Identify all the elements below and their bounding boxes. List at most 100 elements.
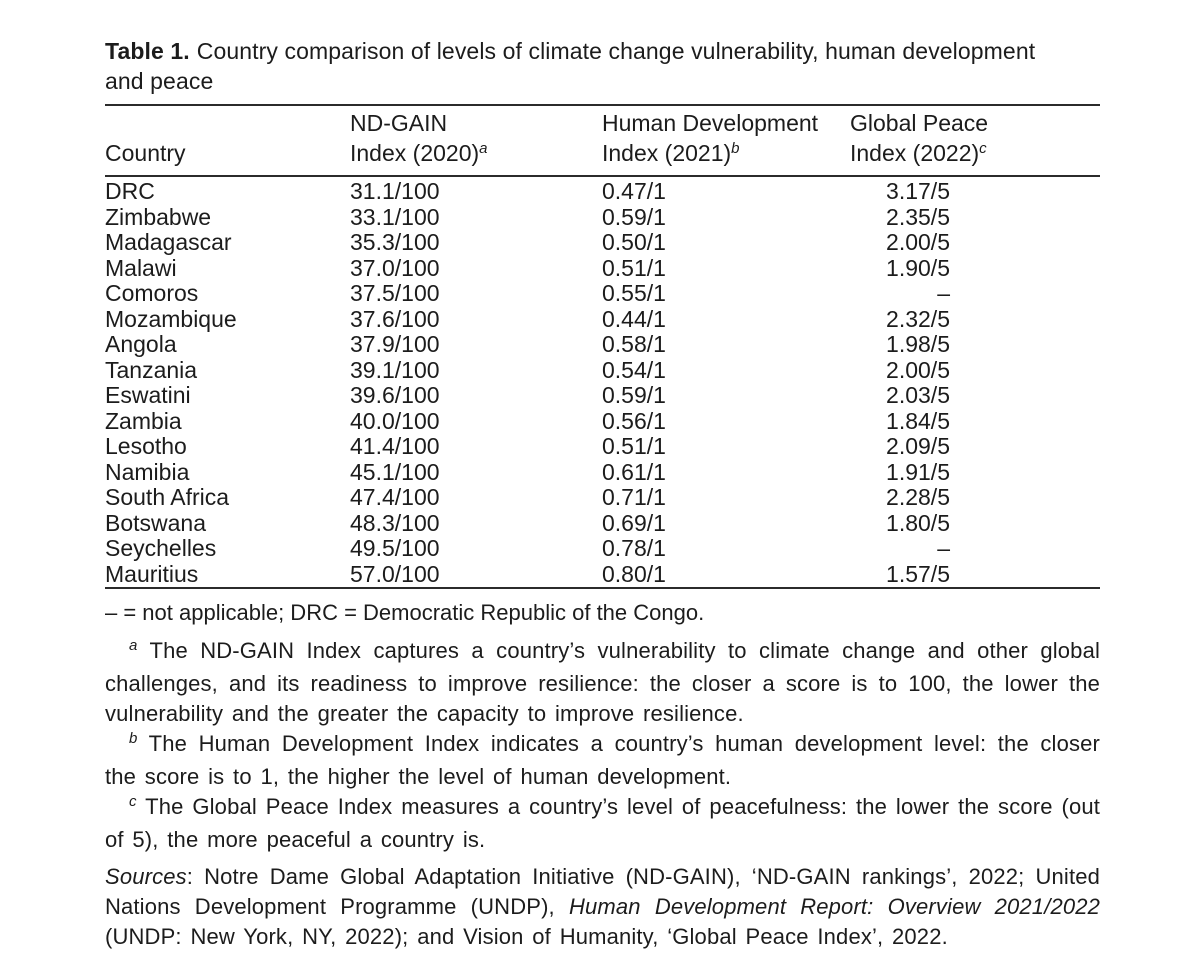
text-run: (UNDP: New York, NY, 2022); and Vision o…	[105, 924, 948, 949]
cell-ndgain: 57.0/100	[350, 560, 440, 587]
cell-ndgain: 39.1/100	[350, 356, 440, 383]
header-row: Country ND-GAIN Index (2020)a Human Deve…	[105, 105, 1100, 177]
cell-country: Zimbabwe	[105, 203, 212, 230]
header-line2: Index (2021)b	[602, 138, 850, 172]
cell-ndgain: 37.6/100	[350, 305, 440, 332]
cell-gpi: 2.00/5	[850, 356, 1100, 384]
cell-country: DRC	[105, 178, 155, 204]
cell-country: South Africa	[105, 484, 230, 510]
footnotes: a The ND-GAIN Index captures a country’s…	[105, 636, 1100, 855]
text-run: : Notre Dame Global Adaptation Initiativ…	[105, 864, 1100, 919]
cell-hdi: 0.44/1	[602, 305, 666, 332]
cell-country: Malawi	[105, 254, 177, 281]
gpi-value: 3.17/5	[886, 178, 950, 204]
cell-gpi: –	[850, 535, 1100, 562]
column-header-hdi: Human Development Index (2021)b	[602, 105, 850, 177]
cell-country: Mauritius	[105, 560, 199, 587]
cell-gpi: 1.91/5	[850, 458, 1100, 486]
table-row: Mozambique 37.6/100 0.44/1 2.32/5	[105, 305, 1100, 333]
cell-gpi: 1.98/5	[850, 331, 1100, 358]
gpi-value: 2.00/5	[886, 356, 950, 383]
cell-gpi: 2.35/5	[850, 204, 1100, 231]
gpi-value: 1.57/5	[886, 560, 950, 587]
table-row: Tanzania 39.1/100 0.54/1 2.00/5	[105, 356, 1100, 384]
table-row: Lesotho 41.4/100 0.51/1 2.09/5	[105, 433, 1100, 460]
cell-hdi: 0.47/1	[602, 178, 666, 204]
header-text: Country	[105, 140, 186, 166]
cell-gpi: 1.80/5	[850, 509, 1100, 537]
header-text: Index (2022)	[850, 140, 980, 166]
header-line1	[105, 108, 350, 138]
sources-paragraph: Sources: Notre Dame Global Adaptation In…	[105, 862, 1100, 952]
cell-hdi: 0.69/1	[602, 509, 666, 536]
cell-hdi: 0.51/1	[602, 254, 666, 281]
cell-hdi: 0.71/1	[602, 484, 666, 510]
gpi-value: 2.28/5	[886, 484, 950, 510]
cell-ndgain: 37.9/100	[350, 331, 440, 357]
header-line2: Index (2020)a	[350, 138, 602, 172]
footnote-marker: a	[479, 140, 488, 157]
footnote-marker: c	[979, 140, 987, 157]
gpi-value: 2.00/5	[886, 229, 950, 255]
table-header: Country ND-GAIN Index (2020)a Human Deve…	[105, 105, 1100, 177]
cell-country: Zambia	[105, 407, 182, 434]
footnote-marker: c	[129, 793, 137, 810]
table-body: DRC 31.1/100 0.47/1 3.17/5 Zimbabwe 33.1/100 0…	[105, 176, 1100, 588]
cell-country: Madagascar	[105, 229, 232, 255]
cell-hdi: 0.59/1	[602, 382, 666, 408]
table-row: Namibia 45.1/100 0.61/1 1.91/5	[105, 458, 1100, 486]
footnote-b: b The Human Development Index indicates …	[105, 730, 1100, 789]
table-row: Comoros 37.5/100 0.55/1 –	[105, 280, 1100, 307]
cell-ndgain: 35.3/100	[350, 229, 440, 255]
cell-ndgain: 31.1/100	[350, 178, 440, 204]
table-row: Botswana 48.3/100 0.69/1 1.80/5	[105, 509, 1100, 537]
cell-country: Namibia	[105, 458, 190, 485]
table-row: Madagascar 35.3/100 0.50/1 2.00/5	[105, 229, 1100, 256]
cell-ndgain: 45.1/100	[350, 458, 440, 485]
cell-ndgain: 40.0/100	[350, 407, 440, 434]
header-line2: Index (2022)c	[850, 138, 1100, 172]
cell-gpi: 2.00/5	[850, 229, 1100, 256]
cell-hdi: 0.54/1	[602, 356, 666, 383]
cell-gpi: –	[850, 280, 1100, 307]
cell-hdi: 0.59/1	[602, 203, 666, 230]
header-line2: Country	[105, 138, 350, 172]
gpi-value: 1.91/5	[886, 458, 950, 485]
cell-country: Lesotho	[105, 433, 187, 459]
gpi-value: 1.84/5	[886, 407, 950, 434]
cell-hdi: 0.50/1	[602, 229, 666, 255]
gpi-value: 1.80/5	[886, 509, 950, 536]
cell-country: Seychelles	[105, 535, 217, 561]
cell-country: Mozambique	[105, 305, 237, 332]
table-row: Seychelles 49.5/100 0.78/1 –	[105, 535, 1100, 562]
table-row: South Africa 47.4/100 0.71/1 2.28/5	[105, 484, 1100, 511]
table-number-label: Table 1.	[105, 38, 190, 64]
abbreviation-note: – = not applicable; DRC = Democratic Rep…	[105, 600, 705, 625]
table-row: Zimbabwe 33.1/100 0.59/1 2.35/5	[105, 203, 1100, 231]
header-line1: Global Peace	[850, 110, 989, 136]
cell-ndgain: 33.1/100	[350, 203, 440, 230]
cell-ndgain: 49.5/100	[350, 535, 440, 561]
column-header-ndgain: ND-GAIN Index (2020)a	[350, 105, 602, 177]
header-text: Index (2020)	[350, 140, 480, 166]
gpi-value: –	[937, 535, 950, 561]
cell-hdi: 0.61/1	[602, 458, 666, 485]
header-line1: ND-GAIN	[350, 110, 448, 136]
cell-hdi: 0.51/1	[602, 433, 666, 459]
cell-hdi: 0.56/1	[602, 407, 666, 434]
cell-hdi: 0.80/1	[602, 560, 666, 587]
footnote-c: c The Global Peace Index measures a coun…	[105, 793, 1100, 852]
gpi-value: 1.90/5	[886, 254, 950, 281]
cell-country: Angola	[105, 331, 177, 357]
footnote-marker: b	[731, 140, 740, 157]
cell-ndgain: 37.0/100	[350, 254, 440, 281]
table-title: Table 1. Country comparison of levels of …	[105, 36, 1045, 96]
cell-country: Comoros	[105, 280, 199, 306]
gpi-value: 2.32/5	[886, 305, 950, 332]
footnote-a: a The ND-GAIN Index captures a country’s…	[105, 637, 1100, 726]
table-row: Angola 37.9/100 0.58/1 1.98/5	[105, 331, 1100, 358]
italic-text-run: Human Development Report: Overview 2021/…	[568, 894, 1100, 919]
cell-gpi: 3.17/5	[850, 176, 1100, 205]
cell-gpi: 1.57/5	[850, 560, 1100, 589]
